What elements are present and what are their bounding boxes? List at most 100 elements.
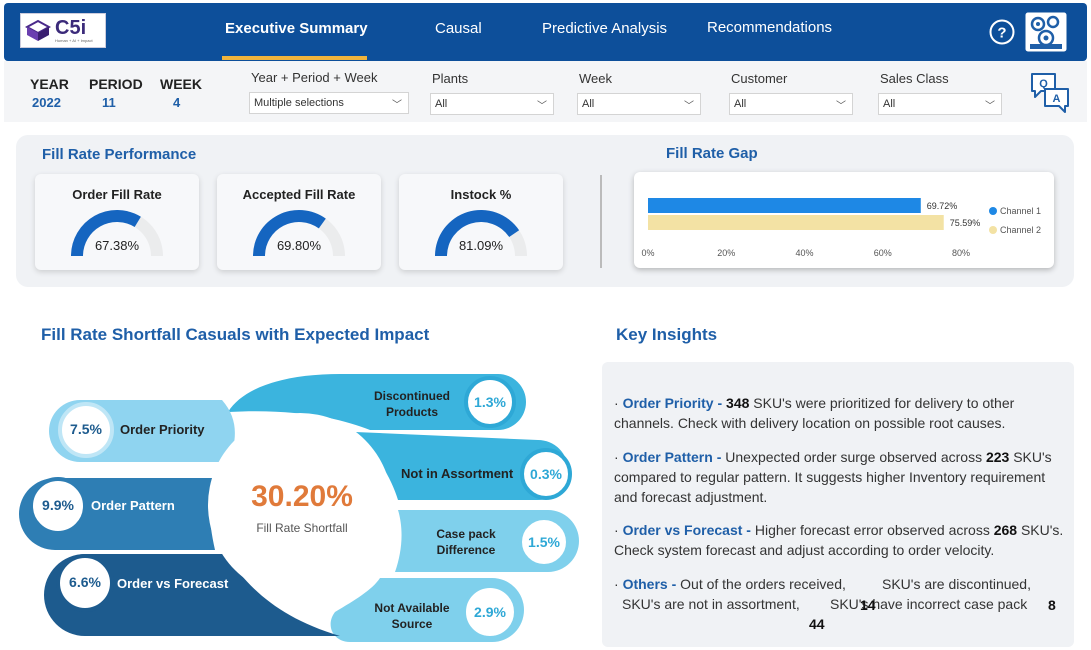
filter-label-plants: Plants <box>432 71 469 86</box>
gears-icon[interactable] <box>1024 10 1068 54</box>
gauge-fill <box>71 210 141 256</box>
shortfall-diagram <box>19 374 579 642</box>
chevron-down-icon: ﹀ <box>537 101 547 112</box>
dropdown-value: All <box>734 98 747 110</box>
x-tick-label: 40% <box>795 248 813 258</box>
dropdown-customer[interactable]: All ﹀ <box>729 93 853 115</box>
bubble-discontinued-products <box>464 376 516 428</box>
tab-causal[interactable]: Causal <box>435 20 482 37</box>
legend-marker <box>989 226 997 234</box>
dropdown-week[interactable]: All ﹀ <box>577 93 701 115</box>
x-tick-label: 20% <box>717 248 735 258</box>
week-value: 4 <box>173 95 181 110</box>
svg-text:?: ? <box>997 25 1006 42</box>
filter-label-sales-class: Sales Class <box>880 71 949 86</box>
chevron-down-icon: ﹀ <box>985 101 995 112</box>
bubble-not-available-source <box>462 584 518 640</box>
bubble-order-priority <box>58 402 114 458</box>
tab-recommendations[interactable]: Recommendations <box>707 19 833 36</box>
logo-text: C5i <box>55 17 87 39</box>
period-label: PERIOD <box>89 76 143 92</box>
not-in-assortment-value: 0.3% <box>530 466 562 482</box>
insight-number: 8 <box>1048 597 1056 613</box>
insight-text: SKU's are not in assortment, <box>622 596 800 612</box>
tab-executive-summary[interactable]: Executive Summary <box>225 20 368 37</box>
insight-key: Order vs Forecast - <box>622 522 755 538</box>
label-line-1: Case pack <box>436 527 496 541</box>
dropdown-plants[interactable]: All ﹀ <box>430 93 554 115</box>
shortfall-center-value: 30.20% <box>251 480 353 513</box>
x-tick-label: 0% <box>641 248 654 258</box>
bubble-order-vs-forecast <box>56 554 114 612</box>
kpi-title: Order Fill Rate <box>72 187 162 202</box>
order-vs-forecast-value: 6.6% <box>69 574 101 590</box>
fill-rate-performance-title: Fill Rate Performance <box>42 146 197 163</box>
label-line-2: Source <box>391 617 433 631</box>
insight-number: 223 <box>985 449 1010 465</box>
svg-text:Q: Q <box>1039 78 1048 90</box>
shortfall-center-label: Fill Rate Shortfall <box>256 521 348 535</box>
insight-number: 348 <box>726 395 750 411</box>
chevron-down-icon: ﹀ <box>836 101 846 112</box>
gauge-chart <box>253 210 345 256</box>
dropdown-year-period-week[interactable]: Multiple selections ﹀ <box>249 92 409 114</box>
bar-channel-1[interactable] <box>648 198 921 213</box>
dropdown-sales-class[interactable]: All ﹀ <box>878 93 1002 115</box>
qa-icon[interactable]: Q A <box>1029 71 1071 113</box>
chevron-down-icon: ﹀ <box>392 100 402 111</box>
help-icon[interactable]: ? <box>988 18 1016 46</box>
insight-text: SKU's have incorrect case pack <box>830 596 1028 612</box>
year-label: YEAR <box>30 76 69 92</box>
insight-key: Others - <box>622 576 681 592</box>
kpi-value: 69.80% <box>276 238 322 253</box>
insight-number: 268 <box>993 522 1018 538</box>
top-nav-bar <box>4 3 1087 61</box>
insight-key: Order Priority - <box>622 395 727 411</box>
legend-label: Channel 2 <box>1000 225 1041 235</box>
gauge-chart <box>71 210 163 256</box>
not-in-assortment-label: Not in Assortment <box>401 466 514 481</box>
legend-marker <box>989 207 997 215</box>
insight-key: Order Pattern - <box>622 449 726 465</box>
label-line-2: Difference <box>436 543 496 557</box>
not-available-source-value: 2.9% <box>474 604 506 620</box>
kpi-card-order-fill-rate: Order Fill Rate 67.38% <box>35 174 199 270</box>
not-available-source-label: Not Available Source <box>352 600 472 632</box>
period-value: 11 <box>102 95 116 110</box>
kpi-value: 81.09% <box>458 238 504 253</box>
order-priority-value: 7.5% <box>70 421 102 437</box>
x-tick-label: 60% <box>874 248 892 258</box>
chevron-down-icon: ﹀ <box>684 101 694 112</box>
order-vs-forecast-label: Order vs Forecast <box>117 576 229 591</box>
discontinued-products-value: 1.3% <box>474 394 506 410</box>
kpi-card-accepted-fill-rate: Accepted Fill Rate 69.80% <box>217 174 381 270</box>
shortfall-title: Fill Rate Shortfall Casuals with Expecte… <box>41 325 430 344</box>
band-not-in-assortment[interactable] <box>355 432 568 500</box>
insight-order-vs-forecast: · Order vs Forecast - Higher forecast er… <box>614 522 1064 558</box>
dropdown-value: Multiple selections <box>254 97 344 109</box>
band-discontinued-products[interactable] <box>228 374 526 430</box>
key-insights-panel: · Order Priority - 348 SKU's were priori… <box>602 362 1074 647</box>
filter-label-week: Week <box>579 71 612 86</box>
dropdown-value: All <box>883 98 896 110</box>
data-label: 69.72% <box>927 201 958 211</box>
shortfall-center-circle <box>208 413 392 597</box>
insight-order-pattern: · Order Pattern - Unexpected order surge… <box>614 449 1052 505</box>
year-value: 2022 <box>32 95 61 110</box>
legend-label: Channel 1 <box>1000 206 1041 216</box>
filter-label-customer: Customer <box>731 71 788 86</box>
bubble-case-pack-difference <box>518 516 570 568</box>
tab-predictive-analysis[interactable]: Predictive Analysis <box>542 20 668 37</box>
logo-mark-icon <box>25 19 51 41</box>
order-pattern-value: 9.9% <box>42 497 74 513</box>
insight-text: Out of the orders received, <box>680 576 846 592</box>
band-order-vs-forecast[interactable] <box>44 554 340 636</box>
label-line-1: Discontinued <box>373 389 450 403</box>
discontinued-products-label: Discontinued Products <box>352 388 472 420</box>
bar-channel-2[interactable] <box>648 215 944 230</box>
label-line-1: Not Available <box>374 601 450 615</box>
insight-text: SKU's compared to regular pattern. It su… <box>614 449 1052 505</box>
data-label: 75.59% <box>950 218 981 228</box>
kpi-value: 67.38% <box>94 238 140 253</box>
insight-text: Unexpected order surge observed across <box>725 449 986 465</box>
